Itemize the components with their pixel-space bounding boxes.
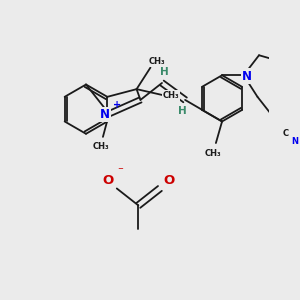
Text: ⁻: ⁻ [117,167,123,176]
Text: +: + [113,100,121,110]
Text: N: N [100,108,110,121]
Text: N: N [291,137,298,146]
Text: O: O [164,174,175,187]
Text: N: N [242,70,252,83]
Text: CH₃: CH₃ [148,57,165,66]
Text: CH₃: CH₃ [93,142,110,151]
Text: H: H [178,106,187,116]
Text: CH₃: CH₃ [163,91,180,100]
Text: CH₃: CH₃ [205,148,221,158]
Text: O: O [102,174,113,187]
Text: C: C [283,129,289,138]
Text: H: H [160,67,169,77]
